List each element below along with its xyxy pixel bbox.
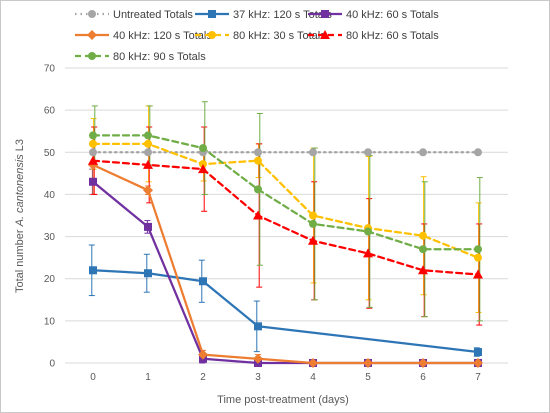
- data-point: [89, 177, 97, 186]
- x-tick-label: 7: [475, 372, 481, 383]
- y-tick-label: 20: [44, 274, 56, 285]
- data-point: [88, 155, 98, 165]
- series-line-4: [91, 142, 480, 259]
- data-point: [473, 358, 483, 368]
- data-point: [89, 148, 97, 157]
- x-tick-label: 4: [310, 372, 316, 383]
- data-point: [143, 185, 153, 196]
- data-point: [198, 349, 208, 360]
- y-tick-label: 40: [44, 190, 56, 201]
- data-point: [143, 159, 153, 169]
- data-point: [474, 148, 482, 157]
- x-tick-label: 1: [145, 372, 151, 383]
- data-point: [144, 148, 152, 157]
- legend-label: 40 kHz: 60 s Totals: [346, 9, 439, 21]
- y-axis-ticks: 0 10 20 30 40 50 60 70: [44, 64, 56, 370]
- data-point: [199, 277, 207, 286]
- y-axis-title-species: A. cantonensis: [14, 154, 26, 228]
- data-point: [253, 210, 263, 220]
- y-axis-title: Total number A. cantonensis L3: [14, 139, 26, 293]
- legend: Untreated Totals 37 kHz: 120 s Totals 40 k…: [75, 9, 439, 63]
- series-line-1: [91, 269, 480, 354]
- data-point: [364, 227, 372, 236]
- x-tick-label: 0: [90, 372, 96, 383]
- data-point: [474, 348, 482, 357]
- data-point: [144, 131, 152, 140]
- y-tick-label: 30: [44, 232, 56, 243]
- legend-swatch-marker: [88, 10, 96, 18]
- data-point: [474, 245, 482, 254]
- gridlines: [65, 67, 508, 364]
- x-tick-label: 5: [365, 372, 371, 383]
- data-point: [89, 266, 97, 275]
- legend-swatch-marker: [87, 30, 97, 40]
- series-line-3: [91, 163, 480, 365]
- y-axis-title-suffix: L3: [14, 139, 26, 154]
- x-tick-label: 3: [255, 372, 261, 383]
- data-point: [309, 219, 317, 228]
- series-line-5: [91, 159, 480, 276]
- data-point: [144, 139, 152, 148]
- data-point: [309, 211, 317, 220]
- data-point: [199, 144, 207, 153]
- y-tick-label: 50: [44, 148, 56, 159]
- data-point: [89, 131, 97, 140]
- data-point: [144, 269, 152, 278]
- data-point: [474, 253, 482, 262]
- data-point: [199, 160, 207, 169]
- legend-swatch-marker: [320, 30, 330, 39]
- data-point: [363, 248, 373, 258]
- data-point: [363, 358, 373, 368]
- legend-swatch-marker: [208, 10, 216, 18]
- x-tick-label: 2: [200, 372, 206, 383]
- legend-swatch-marker: [208, 31, 216, 39]
- data-point: [144, 222, 152, 231]
- data-point: [254, 322, 262, 331]
- legend-label: 80 kHz: 90 s Totals: [113, 51, 206, 63]
- legend-label: Untreated Totals: [113, 9, 193, 21]
- data-point: [254, 156, 262, 165]
- x-axis-ticks: 0 1 2 3 4 5 6 7: [90, 372, 481, 383]
- y-tick-label: 10: [44, 316, 56, 327]
- series-line-6: [91, 134, 480, 251]
- legend-label: 80 kHz: 30 s Totals: [233, 30, 326, 42]
- data-point: [198, 164, 208, 174]
- data-point: [364, 148, 372, 157]
- x-axis-title: Time post-treatment (days): [217, 394, 349, 406]
- series-markers: [88, 131, 483, 368]
- legend-label: 40 kHz: 120 s Totals: [113, 30, 212, 42]
- data-point: [254, 148, 262, 157]
- data-point: [419, 231, 427, 240]
- data-point: [89, 139, 97, 148]
- data-point: [309, 148, 317, 157]
- data-point: [419, 245, 427, 254]
- data-point: [418, 358, 428, 368]
- data-point: [419, 148, 427, 157]
- data-point: [308, 235, 318, 245]
- legend-label: 80 kHz: 60 s Totals: [346, 30, 439, 42]
- data-point: [254, 185, 262, 194]
- y-tick-label: 0: [49, 359, 55, 370]
- data-point: [473, 269, 483, 279]
- data-point: [418, 265, 428, 275]
- data-point: [308, 358, 318, 368]
- y-axis-title-prefix: Total number: [14, 226, 26, 293]
- y-tick-label: 60: [44, 106, 56, 117]
- data-point: [253, 353, 263, 364]
- legend-swatch-marker: [321, 10, 329, 18]
- x-tick-label: 6: [420, 372, 426, 383]
- legend-label: 37 kHz: 120 s Totals: [233, 9, 332, 21]
- y-tick-label: 70: [44, 64, 56, 75]
- legend-swatch-marker: [88, 52, 96, 60]
